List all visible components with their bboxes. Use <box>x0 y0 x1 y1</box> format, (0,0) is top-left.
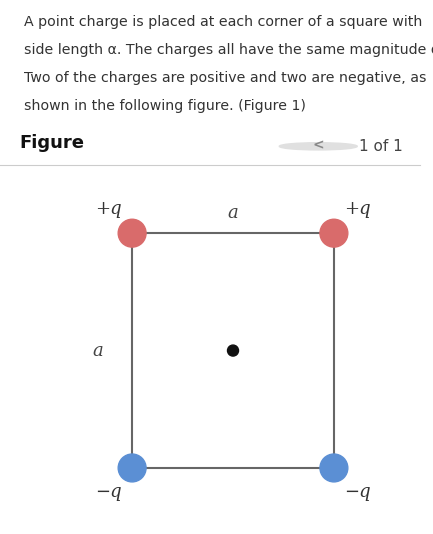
Circle shape <box>279 143 357 150</box>
Text: a: a <box>92 342 103 359</box>
Circle shape <box>320 219 348 247</box>
Text: +q: +q <box>95 200 122 218</box>
Text: +q: +q <box>344 200 371 218</box>
Text: Two of the charges are positive and two are negative, as: Two of the charges are positive and two … <box>24 71 427 85</box>
Text: −q: −q <box>95 483 122 501</box>
Circle shape <box>118 219 146 247</box>
Text: −q: −q <box>344 483 371 501</box>
Circle shape <box>320 454 348 482</box>
Text: A point charge is placed at each corner of a square with: A point charge is placed at each corner … <box>24 15 422 29</box>
Circle shape <box>118 454 146 482</box>
Circle shape <box>227 345 239 356</box>
Text: Figure: Figure <box>19 134 84 152</box>
Text: shown in the following figure. (Figure 1): shown in the following figure. (Figure 1… <box>24 99 306 113</box>
Text: side length α. The charges all have the same magnitude q.: side length α. The charges all have the … <box>24 43 433 57</box>
Text: 1 of 1: 1 of 1 <box>359 139 403 154</box>
Text: a: a <box>228 204 239 222</box>
Text: <: < <box>313 139 324 153</box>
